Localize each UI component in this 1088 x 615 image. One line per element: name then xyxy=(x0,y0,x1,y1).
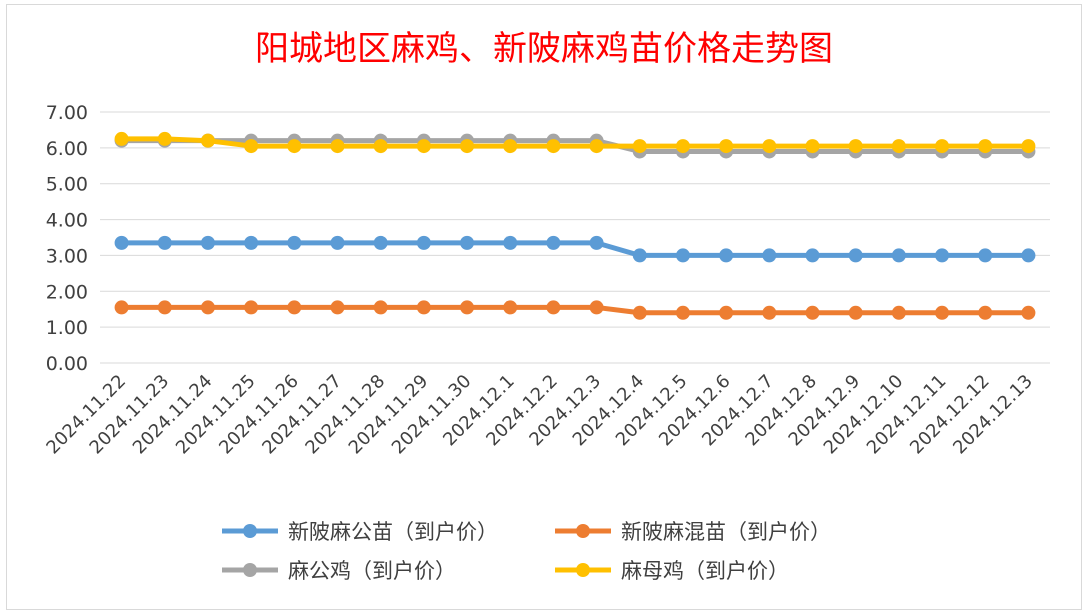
data-point xyxy=(546,139,561,154)
data-point xyxy=(805,248,820,263)
data-point xyxy=(416,235,431,250)
data-point xyxy=(805,305,820,320)
series-layer xyxy=(114,131,1036,320)
data-point xyxy=(373,139,388,154)
series-line xyxy=(121,304,1029,316)
data-point xyxy=(675,248,690,263)
data-point xyxy=(287,235,302,250)
data-point xyxy=(200,235,215,250)
data-point xyxy=(200,300,215,315)
data-point xyxy=(891,248,906,263)
data-point xyxy=(762,305,777,320)
data-point xyxy=(1021,248,1036,263)
data-point xyxy=(330,139,345,154)
data-point xyxy=(978,248,993,263)
data-point xyxy=(632,305,647,320)
series-2 xyxy=(114,300,1036,320)
x-axis-ticks: 2024.11.222024.11.232024.11.242024.11.25… xyxy=(42,371,1037,459)
data-point xyxy=(503,139,518,154)
data-point xyxy=(935,139,950,154)
series-4 xyxy=(114,131,1036,154)
data-point xyxy=(287,300,302,315)
data-point xyxy=(589,139,604,154)
legend-marker xyxy=(576,524,590,538)
data-point xyxy=(114,131,129,146)
data-point xyxy=(762,139,777,154)
data-point xyxy=(157,131,172,146)
data-point xyxy=(287,139,302,154)
y-tick-label: 5.00 xyxy=(46,174,88,196)
data-point xyxy=(978,139,993,154)
data-point xyxy=(546,235,561,250)
chart-title: 阳城地区麻鸡、新陂麻鸡苗价格走势图 xyxy=(255,29,833,69)
data-point xyxy=(632,139,647,154)
data-point xyxy=(762,248,777,263)
y-tick-label: 2.00 xyxy=(46,281,88,303)
data-point xyxy=(157,300,172,315)
data-point xyxy=(805,139,820,154)
y-tick-label: 6.00 xyxy=(46,138,88,160)
data-point xyxy=(891,305,906,320)
data-point xyxy=(200,133,215,148)
data-point xyxy=(503,235,518,250)
y-axis-ticks: 0.00 1.00 2.00 3.00 4.00 5.00 6.00 7.00 xyxy=(46,102,88,375)
data-point xyxy=(416,139,431,154)
series-line xyxy=(121,136,1029,149)
legend-marker xyxy=(243,524,257,538)
data-point xyxy=(157,235,172,250)
series-1 xyxy=(114,235,1036,263)
data-point xyxy=(330,235,345,250)
data-point xyxy=(848,248,863,263)
series-line xyxy=(121,240,1029,258)
data-point xyxy=(589,235,604,250)
data-point xyxy=(935,305,950,320)
data-point xyxy=(460,235,475,250)
legend-label: 新陂麻混苗（到户价） xyxy=(621,520,831,544)
data-point xyxy=(719,248,734,263)
data-point xyxy=(632,248,647,263)
data-point xyxy=(719,139,734,154)
data-point xyxy=(848,305,863,320)
data-point xyxy=(373,235,388,250)
legend-label: 麻母鸡（到户价） xyxy=(621,559,789,583)
data-point xyxy=(1021,139,1036,154)
data-point xyxy=(330,300,345,315)
legend-item: 新陂麻公苗（到户价） xyxy=(222,520,498,544)
legend-item: 麻公鸡（到户价） xyxy=(222,559,456,583)
data-point xyxy=(460,139,475,154)
data-point xyxy=(935,248,950,263)
legend-item: 新陂麻混苗（到户价） xyxy=(555,520,831,544)
series-line xyxy=(121,138,1029,154)
data-point xyxy=(848,139,863,154)
y-tick-label: 0.00 xyxy=(46,353,88,375)
data-point xyxy=(114,300,129,315)
data-point xyxy=(1021,305,1036,320)
data-point xyxy=(719,305,734,320)
y-tick-label: 3.00 xyxy=(46,245,88,267)
data-point xyxy=(589,300,604,315)
data-point xyxy=(244,235,259,250)
y-tick-label: 1.00 xyxy=(46,317,88,339)
data-point xyxy=(891,139,906,154)
data-point xyxy=(675,305,690,320)
data-point xyxy=(244,139,259,154)
data-point xyxy=(416,300,431,315)
data-point xyxy=(978,305,993,320)
legend: 新陂麻公苗（到户价） 新陂麻混苗（到户价） 麻公鸡（到户价） 麻母鸡（到户价） xyxy=(222,520,831,583)
data-point xyxy=(460,300,475,315)
data-point xyxy=(114,235,129,250)
legend-marker xyxy=(576,563,590,577)
legend-label: 麻公鸡（到户价） xyxy=(288,559,456,583)
y-tick-label: 4.00 xyxy=(46,210,88,232)
data-point xyxy=(373,300,388,315)
legend-label: 新陂麻公苗（到户价） xyxy=(288,520,498,544)
legend-item: 麻母鸡（到户价） xyxy=(555,559,789,583)
data-point xyxy=(503,300,518,315)
data-point xyxy=(244,300,259,315)
y-tick-label: 7.00 xyxy=(46,102,88,124)
data-point xyxy=(675,139,690,154)
data-point xyxy=(546,300,561,315)
legend-marker xyxy=(243,563,257,577)
